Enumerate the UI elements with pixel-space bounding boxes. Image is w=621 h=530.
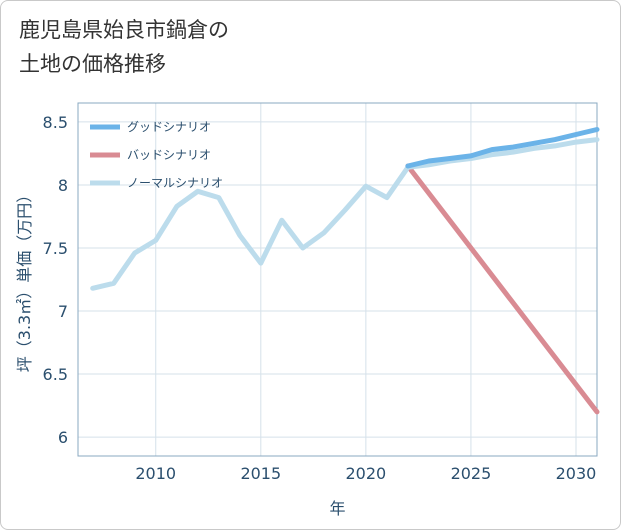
y-axis-title: 坪（3.3㎡）単価（万円） (15, 187, 34, 372)
x-tick-label: 2020 (346, 464, 387, 483)
legend-item-normal[interactable]: ノーマルシナリオ (90, 176, 223, 190)
series-line-normal (90, 137, 600, 291)
legend-label: グッドシナリオ (127, 120, 211, 134)
legend-label: バッドシナリオ (127, 148, 211, 162)
chart-title-line2: 土地の価格推移 (19, 52, 166, 76)
x-tick-label: 2030 (556, 464, 597, 483)
axis-ticks: 2010 2015 2020 2025 2030 6 6.5 7 7.5 8 8.5 (43, 113, 597, 483)
x-tick-label: 2025 (451, 464, 492, 483)
plot-area (77, 102, 598, 457)
legend-item-good[interactable]: グッドシナリオ (90, 120, 211, 134)
y-tick-label: 8 (58, 176, 68, 195)
legend-item-bad[interactable]: バッドシナリオ (90, 148, 211, 162)
y-tick-label: 6 (58, 428, 68, 447)
x-tick-label: 2015 (240, 464, 281, 483)
y-tick-label: 6.5 (43, 365, 68, 384)
x-tick-label: 2010 (135, 464, 176, 483)
grid (78, 103, 597, 456)
series-layer (90, 127, 600, 415)
series-line-bad (405, 163, 600, 415)
chart-title-line1: 鹿児島県始良市鍋倉の (19, 18, 229, 42)
series-line-good (405, 127, 600, 169)
y-tick-label: 7.5 (43, 239, 68, 258)
legend-label: ノーマルシナリオ (127, 176, 223, 190)
y-tick-label: 8.5 (43, 113, 68, 132)
chart-title: 鹿児島県始良市鍋倉の 土地の価格推移 (19, 13, 229, 81)
x-axis-title: 年 (329, 499, 345, 518)
y-tick-label: 7 (58, 302, 68, 321)
